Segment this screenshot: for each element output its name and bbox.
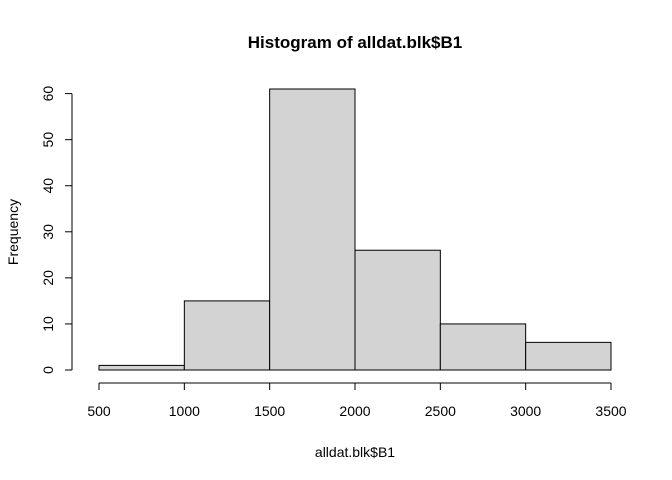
y-tick-label: 20 — [40, 270, 56, 286]
histogram-bar-1500-2000 — [269, 88, 356, 371]
x-axis: 500 1000 1500 2000 2500 3000 3500 — [87, 382, 627, 419]
y-tick-label: 50 — [40, 132, 56, 148]
x-tick-label: 1000 — [169, 403, 200, 419]
histogram-bar-1000-1500 — [183, 300, 271, 371]
histogram-bar-2000-2500 — [354, 249, 441, 371]
y-tick-label: 40 — [40, 178, 56, 194]
chart-title: Histogram of alldat.blk$B1 — [248, 33, 462, 52]
x-tick-label: 500 — [87, 403, 111, 419]
y-tick-label: 10 — [40, 316, 56, 332]
histogram-bar-500-1000 — [98, 364, 185, 371]
x-tick-label: 2000 — [339, 403, 370, 419]
y-axis: 0 10 20 30 40 50 60 — [40, 86, 73, 374]
y-axis-label: Frequency — [5, 199, 21, 265]
y-tick-label: 0 — [40, 366, 56, 374]
histogram-bar-2500-3000 — [439, 323, 527, 371]
x-tick-label: 3500 — [595, 403, 626, 419]
x-tick-label: 1500 — [254, 403, 285, 419]
y-tick-label: 60 — [40, 86, 56, 102]
x-tick-label: 2500 — [425, 403, 456, 419]
x-axis-label: alldat.blk$B1 — [315, 444, 395, 460]
histogram-bar-3000-3500 — [525, 341, 612, 371]
bars-group — [98, 88, 612, 371]
x-tick-label: 3000 — [510, 403, 541, 419]
y-tick-label: 30 — [40, 224, 56, 240]
